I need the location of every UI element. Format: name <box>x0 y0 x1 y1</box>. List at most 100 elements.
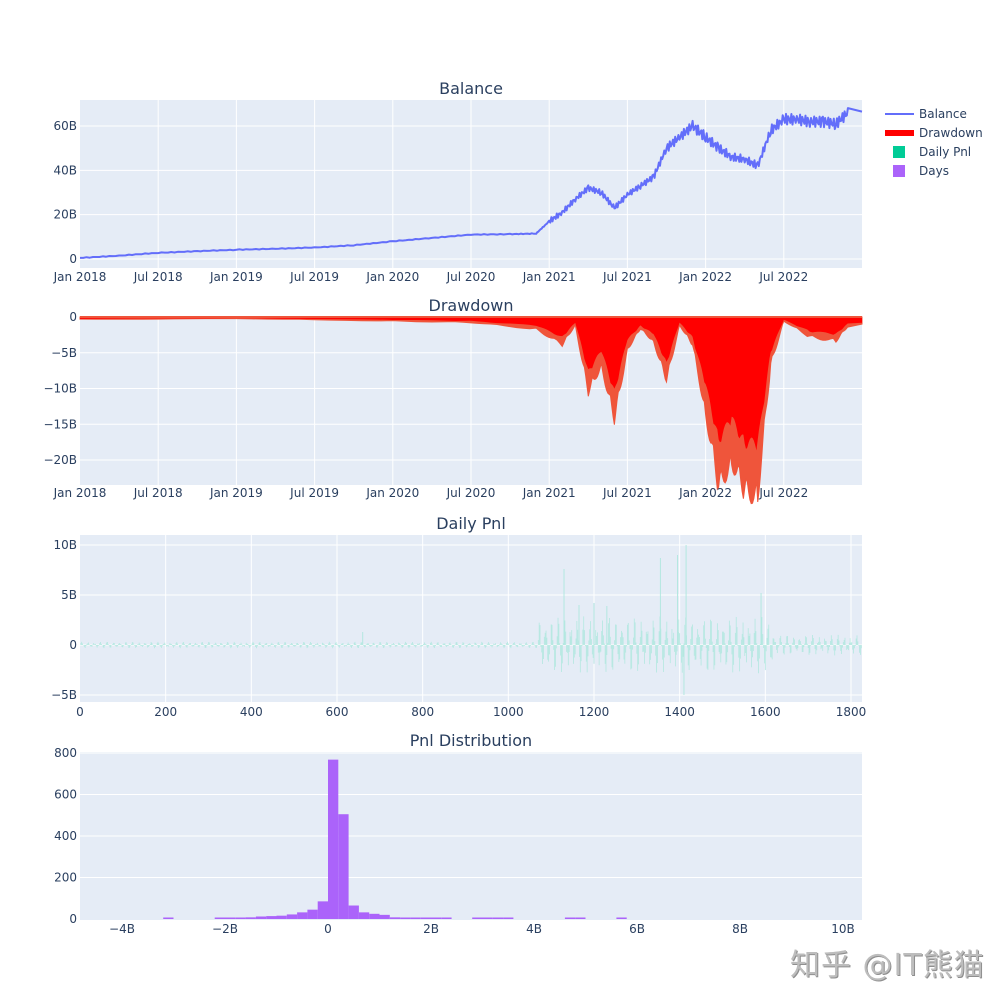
histogram-bar[interactable] <box>266 916 277 919</box>
histogram-bar[interactable] <box>616 917 627 920</box>
histogram-bar[interactable] <box>431 917 442 920</box>
x-tick-label: 1600 <box>750 705 781 719</box>
x-tick-label: Jan 2019 <box>209 486 263 500</box>
legend-label-daily-pnl: Daily Pnl <box>919 145 971 159</box>
x-tick-label: Jan 2020 <box>365 486 419 500</box>
histogram-bar[interactable] <box>245 917 256 919</box>
daily-pnl-title: Daily Pnl <box>436 514 506 533</box>
y-tick-label: −10B <box>43 382 77 396</box>
drawdown-y-axis: 0 −5B −10B −15B −20B <box>43 310 77 467</box>
legend-label-days: Days <box>919 164 949 178</box>
daily-pnl-plot-area[interactable] <box>80 535 862 702</box>
histogram-bar[interactable] <box>410 917 421 920</box>
x-tick-label: Jan 2019 <box>209 270 263 284</box>
histogram-bar[interactable] <box>472 917 483 920</box>
y-tick-label: 40B <box>53 163 77 177</box>
histogram-bar[interactable] <box>286 914 298 919</box>
histogram-bar[interactable] <box>297 912 308 919</box>
balance-y-axis: 0 20B 40B 60B <box>53 119 77 266</box>
y-tick-label: 200 <box>54 871 77 885</box>
y-tick-label: 0 <box>69 252 77 266</box>
histogram-bar[interactable] <box>358 912 370 919</box>
histogram-bar[interactable] <box>441 917 452 920</box>
histogram-bar[interactable] <box>348 905 359 919</box>
x-tick-label: Jul 2022 <box>758 486 808 500</box>
x-tick-label: Jul 2021 <box>602 270 652 284</box>
pnl-distribution-y-axis: 0 200 400 600 800 <box>54 746 77 926</box>
x-tick-label: 4B <box>526 922 542 936</box>
x-tick-label: Jan 2021 <box>522 270 576 284</box>
legend-item-drawdown[interactable]: Drawdown <box>885 126 983 140</box>
x-tick-label: Jul 2018 <box>133 270 183 284</box>
x-tick-label: 10B <box>831 922 855 936</box>
drawdown-panel: Drawdown 0 −5B −10B −15B −20B Jan 2018 Jul 20… <box>43 296 863 505</box>
histogram-bar[interactable] <box>400 917 411 920</box>
balance-gridlines <box>80 100 862 268</box>
histogram-bar[interactable] <box>163 917 174 920</box>
pnl-distribution-bars[interactable] <box>163 759 627 920</box>
legend-item-days[interactable]: Days <box>893 164 949 178</box>
daily-pnl-bars[interactable] <box>80 545 862 695</box>
x-tick-label: Jul 2020 <box>446 486 496 500</box>
balance-title: Balance <box>439 79 503 98</box>
x-tick-label: Jul 2021 <box>602 486 652 500</box>
histogram-bar[interactable] <box>328 759 339 919</box>
y-tick-label: 0 <box>69 912 77 926</box>
pnl-distribution-title: Pnl Distribution <box>410 731 532 750</box>
watermark: 知乎 @IT熊猫 <box>790 948 985 983</box>
legend-item-daily-pnl[interactable]: Daily Pnl <box>893 145 971 159</box>
y-tick-label: 800 <box>54 746 77 760</box>
x-tick-label: 0 <box>324 922 332 936</box>
x-tick-label: 400 <box>240 705 263 719</box>
y-tick-label: 0 <box>69 638 77 652</box>
histogram-bar[interactable] <box>307 909 318 919</box>
histogram-bar[interactable] <box>276 915 287 919</box>
legend-item-balance[interactable]: Balance <box>885 107 967 121</box>
histogram-bar[interactable] <box>255 916 267 919</box>
legend: Balance Drawdown Daily Pnl Days <box>885 107 983 178</box>
x-tick-label: Jan 2020 <box>365 270 419 284</box>
histogram-bar[interactable] <box>379 914 390 919</box>
y-tick-label: −15B <box>43 417 77 431</box>
drawdown-x-axis: Jan 2018 Jul 2018 Jan 2019 Jul 2019 Jan 2020… <box>53 486 809 500</box>
x-tick-label: 200 <box>154 705 177 719</box>
histogram-bar[interactable] <box>369 913 380 919</box>
histogram-bar[interactable] <box>338 814 349 919</box>
y-tick-label: −20B <box>43 453 77 467</box>
histogram-bar[interactable] <box>389 917 401 919</box>
x-tick-label: Jan 2022 <box>678 486 732 500</box>
histogram-bar[interactable] <box>575 917 586 920</box>
balance-line[interactable] <box>80 107 863 259</box>
histogram-bar[interactable] <box>420 917 431 920</box>
x-tick-label: Jan 2022 <box>678 270 732 284</box>
square-swatch-icon <box>893 165 905 177</box>
square-swatch-icon <box>893 146 905 158</box>
x-tick-label: 1200 <box>579 705 610 719</box>
y-tick-label: 400 <box>54 829 77 843</box>
y-tick-label: −5B <box>51 346 77 360</box>
histogram-bar[interactable] <box>225 917 236 920</box>
y-tick-label: 600 <box>54 788 77 802</box>
histogram-bar[interactable] <box>564 917 576 920</box>
histogram-bar[interactable] <box>317 901 328 919</box>
daily-pnl-panel: Daily Pnl −5B 0 5B 10B 0 200 400 600 800 1000 120… <box>51 514 866 719</box>
pnl-distribution-panel: Pnl Distribution 0 200 400 600 800 −4B −2B 0 2B… <box>54 731 862 936</box>
x-tick-label: Jul 2018 <box>133 486 183 500</box>
x-tick-label: 2B <box>423 922 439 936</box>
daily-pnl-x-axis: 0 200 400 600 800 1000 1200 1400 1600 1800 <box>76 705 866 719</box>
histogram-bar[interactable] <box>214 917 225 920</box>
x-tick-label: 800 <box>411 705 434 719</box>
x-tick-label: −4B <box>109 922 135 936</box>
histogram-bar[interactable] <box>235 917 246 920</box>
histogram-bar[interactable] <box>492 917 504 920</box>
y-tick-label: 0 <box>69 310 77 324</box>
x-tick-label: 8B <box>732 922 748 936</box>
histogram-bar[interactable] <box>482 917 493 920</box>
histogram-bar[interactable] <box>503 917 514 920</box>
drawdown-area[interactable] <box>80 317 862 451</box>
y-tick-label: −5B <box>51 688 77 702</box>
x-tick-label: 600 <box>326 705 349 719</box>
x-tick-label: 1800 <box>836 705 867 719</box>
